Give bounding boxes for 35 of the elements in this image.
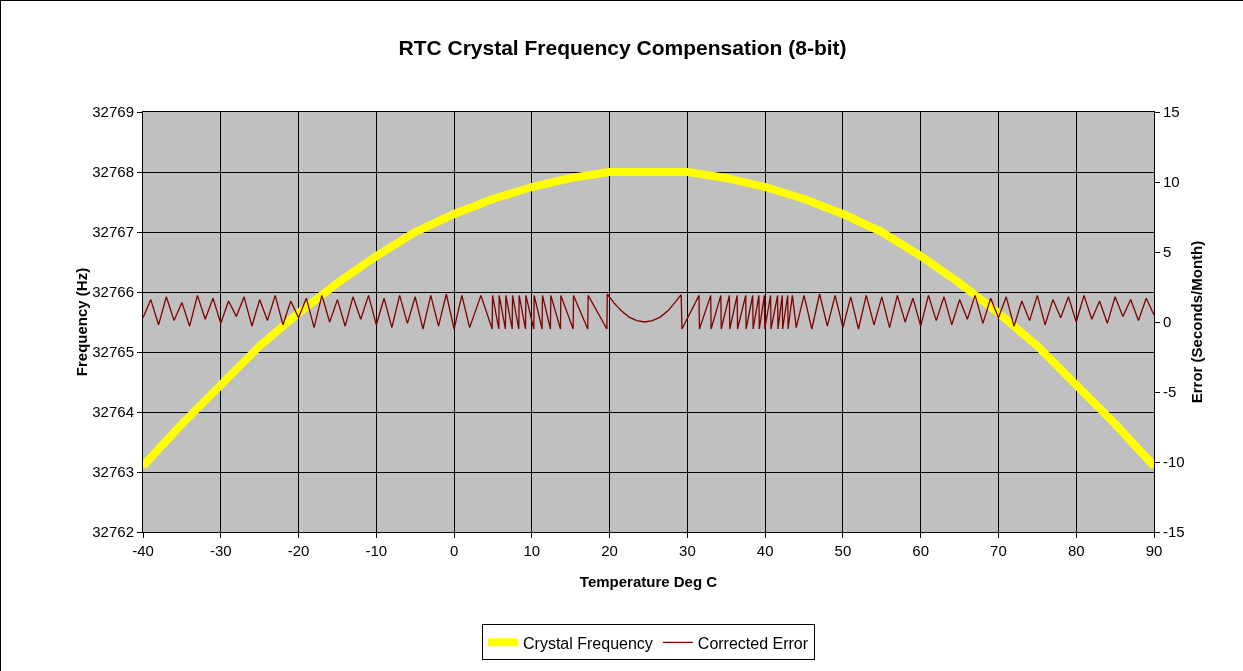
y-tick-label: 32769 [92,103,134,121]
y-tick-label: 32762 [92,523,134,541]
x-tick-label: 30 [679,542,696,559]
y2-tick-label: 10 [1163,173,1180,191]
x-tick-label: -30 [209,542,232,559]
x-tick-label: -20 [287,542,310,559]
x-tick-label: 80 [1067,542,1085,559]
x-tick-label: 10 [523,542,541,559]
y2-tick-label: 5 [1163,243,1172,261]
y-tick-label: 32764 [92,403,134,421]
y2-tick-label: -10 [1163,453,1185,471]
y-tick-label: 32765 [92,343,134,361]
y-axis-title: Frequency (Hz) [73,267,91,377]
y2-tick-label: -15 [1163,523,1185,541]
x-tick-label: 0 [449,542,459,559]
chart-title: RTC Crystal Frequency Compensation (8-bit) [398,36,847,60]
x-tick-label: 70 [990,542,1007,559]
x-tick-label: -40 [132,542,154,559]
legend-label: Crystal Frequency [523,634,653,652]
x-tick-label: -10 [365,542,388,559]
legend-label: Corrected Error [697,634,809,652]
y-tick-label: 32763 [92,463,134,481]
x-tick-label: 60 [912,542,930,559]
x-tick-label: 40 [756,542,774,559]
y-tick-label: 32767 [92,223,134,241]
y-tick-label: 32766 [92,283,134,301]
y2-tick-label: -5 [1163,383,1177,401]
x-tick-label: 20 [601,542,618,559]
x-axis-title: Temperature Deg C [579,573,718,590]
x-tick-label: 90 [1145,542,1163,559]
y2-tick-label: 15 [1163,103,1180,121]
x-tick-label: 50 [834,542,852,559]
y-tick-label: 32768 [92,163,134,181]
y2-axis-title: Error (Seconds/Month) [1187,240,1205,404]
y2-tick-label: 0 [1163,313,1172,331]
